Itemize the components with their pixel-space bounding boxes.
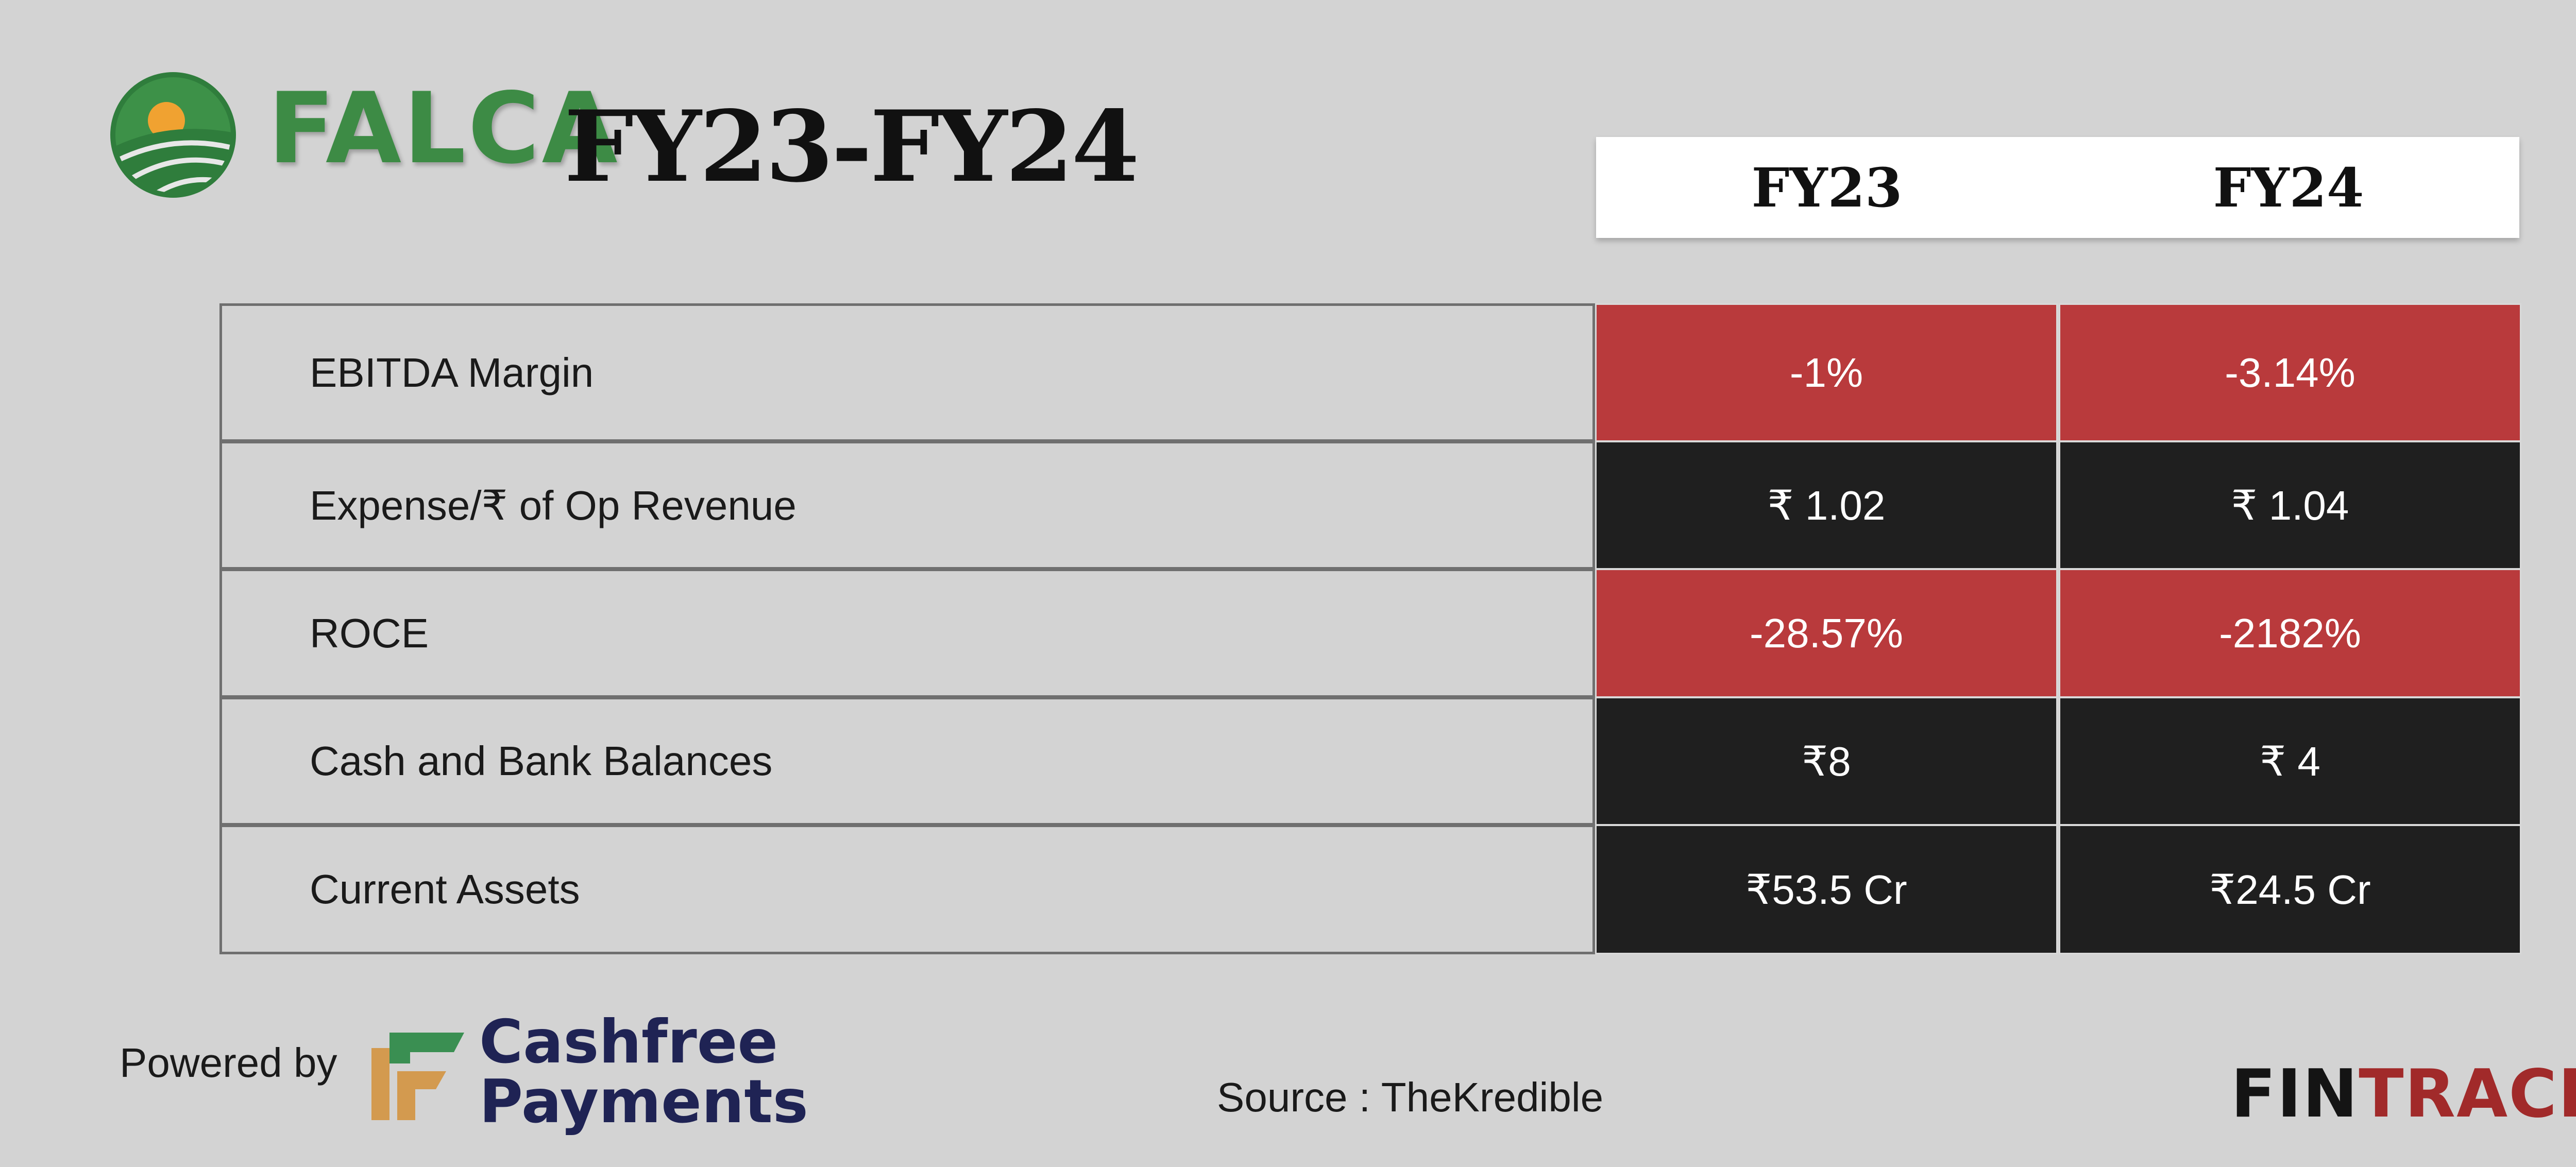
fy24-value: -2182% [2059,569,2521,698]
metrics-table: EBITDA Margin -1% -3.14% Expense/₹ of Op… [219,303,2523,954]
fintrackr-part1: FIN [2231,1056,2359,1132]
table-row: EBITDA Margin -1% -3.14% [219,303,2523,442]
fy23-value: ₹53.5 Cr [1595,825,2058,954]
row-label-cell: Cash and Bank Balances [219,697,1595,826]
table-row: ROCE -28.57% -2182% [219,569,2523,698]
year-header: FY23 FY24 [1596,137,2519,238]
row-label: EBITDA Margin [310,349,594,396]
powered-by-label: Powered by [120,1040,337,1086]
cashfree-wordmark: Cashfree Payments [479,1012,808,1132]
table-row: Expense/₹ of Op Revenue ₹ 1.02 ₹ 1.04 [219,441,2523,570]
brand-name: FALCA [268,72,620,185]
fintrackr-logo: FINTRACKR [2231,1056,2576,1133]
fy23-value: -1% [1595,303,2058,442]
year-header-fy24: FY24 [2213,156,2364,219]
row-label-cell: ROCE [219,569,1595,698]
source-label: Source : TheKredible [1217,1074,1604,1120]
falca-logo-icon [106,71,241,199]
fy24-value: ₹24.5 Cr [2059,825,2521,954]
row-label: Current Assets [310,866,580,912]
row-label: Cash and Bank Balances [310,738,773,784]
fintrackr-part2: TRACKR [2359,1056,2576,1132]
page-title: FY23-FY24 [564,89,1140,204]
row-label-cell: Current Assets [219,825,1595,954]
row-label-cell: EBITDA Margin [219,303,1595,442]
fy24-value: ₹ 1.04 [2059,441,2521,570]
cashfree-logo-icon [369,1022,472,1125]
table-row: Current Assets ₹53.5 Cr ₹24.5 Cr [219,825,2523,954]
fy23-value: ₹ 1.02 [1595,441,2058,570]
year-header-fy23: FY23 [1751,156,1903,219]
row-label: Expense/₹ of Op Revenue [310,482,796,528]
cashfree-line2: Payments [479,1067,808,1137]
row-label-cell: Expense/₹ of Op Revenue [219,441,1595,570]
cashfree-line1: Cashfree [479,1007,778,1077]
fy23-value: -28.57% [1595,569,2058,698]
row-label: ROCE [310,610,429,656]
table-row: Cash and Bank Balances ₹8 ₹ 4 [219,697,2523,826]
fy24-value: ₹ 4 [2059,697,2521,826]
fy23-value: ₹8 [1595,697,2058,826]
fy24-value: -3.14% [2059,303,2521,442]
